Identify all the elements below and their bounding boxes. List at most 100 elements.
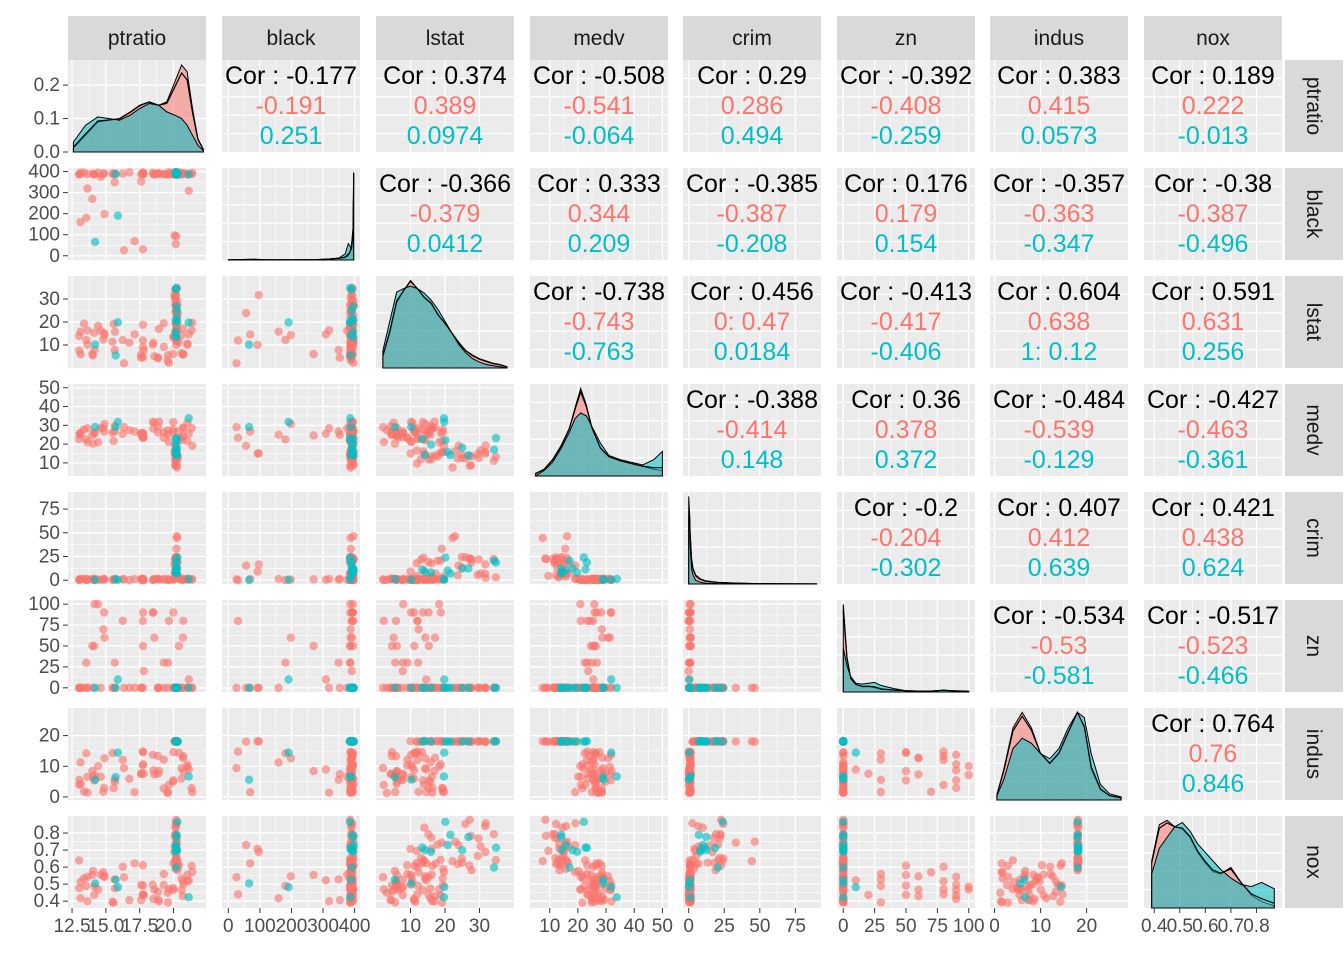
scatter-point bbox=[600, 895, 609, 905]
scatter-point bbox=[464, 683, 473, 692]
scatter-point bbox=[244, 683, 254, 692]
scatter-point bbox=[433, 556, 442, 565]
scatter-point bbox=[410, 641, 419, 651]
scatter-point bbox=[1056, 882, 1066, 892]
scatter-point bbox=[574, 772, 583, 781]
scatter-point bbox=[851, 882, 860, 892]
column-strip-label: crim bbox=[732, 27, 772, 50]
scatter-point bbox=[718, 683, 727, 692]
scatter-point bbox=[952, 760, 961, 769]
scatter-point bbox=[439, 414, 449, 423]
y-tick-label: 20 bbox=[39, 312, 60, 333]
density-area-group2 bbox=[996, 711, 1122, 801]
scatter-point bbox=[939, 890, 948, 899]
scatter-point bbox=[464, 451, 473, 460]
scatter-point bbox=[731, 683, 740, 692]
scatter-point bbox=[952, 872, 961, 881]
scatter-point bbox=[163, 898, 173, 907]
correlation-group1-label: 0.389 bbox=[414, 92, 477, 120]
scatter-point bbox=[1057, 859, 1066, 868]
correlation-overall-label: Cor : 0.29 bbox=[697, 62, 807, 90]
scatter-point bbox=[349, 332, 358, 342]
correlation-group2-label: 0.494 bbox=[721, 122, 784, 150]
correlation-group1-label: -0.204 bbox=[871, 524, 942, 552]
scatter-point bbox=[588, 641, 598, 651]
scatter-point bbox=[324, 788, 334, 797]
scatter-point bbox=[418, 565, 427, 574]
correlation-overall-label: Cor : -0.388 bbox=[686, 386, 818, 414]
y-tick-label: 400 bbox=[28, 162, 60, 183]
scatter-point bbox=[184, 186, 193, 195]
row-strip bbox=[1285, 816, 1343, 908]
scatter-point bbox=[1046, 862, 1055, 871]
scatter-point bbox=[572, 847, 582, 856]
correlation-group1-label: -0.387 bbox=[1178, 200, 1249, 228]
scatter-point bbox=[284, 675, 293, 684]
scatter-point bbox=[703, 858, 712, 867]
scatter-point bbox=[335, 430, 344, 440]
scatter-point bbox=[544, 846, 553, 856]
scatter-point bbox=[544, 571, 553, 581]
scatter-point bbox=[149, 608, 158, 617]
panel-background bbox=[683, 60, 821, 152]
scatter-point bbox=[75, 884, 84, 893]
scatter-point bbox=[111, 169, 120, 179]
y-tick-label: 0 bbox=[49, 787, 60, 808]
scatter-point bbox=[686, 893, 695, 902]
correlation-overall-label: Cor : -0.427 bbox=[1147, 386, 1279, 414]
panel-ptratio-zn: Cor : -0.392-0.408-0.259 bbox=[837, 60, 975, 152]
column-strip bbox=[837, 16, 975, 60]
scatter-point bbox=[1048, 872, 1057, 881]
scatter-point bbox=[321, 675, 331, 684]
scatter-point bbox=[427, 559, 436, 568]
scatter-point bbox=[421, 419, 430, 429]
panel-background bbox=[990, 276, 1128, 368]
scatter-point bbox=[489, 445, 499, 454]
scatter-point bbox=[491, 683, 501, 692]
correlation-group2-label: 0.209 bbox=[568, 230, 631, 258]
scatter-point bbox=[324, 326, 334, 335]
scatter-point bbox=[876, 875, 886, 884]
scatter-point bbox=[99, 169, 108, 179]
scatter-point bbox=[110, 327, 120, 336]
density-line-overall bbox=[842, 610, 969, 693]
panel-background bbox=[990, 492, 1128, 584]
x-tick-label: 20 bbox=[567, 916, 588, 937]
panel-medv-indus: Cor : -0.484-0.539-0.129 bbox=[990, 384, 1128, 476]
x-tick-label: 0.8 bbox=[1243, 916, 1269, 937]
scatter-point bbox=[153, 574, 163, 583]
scatter-point bbox=[171, 283, 181, 293]
scatter-point bbox=[398, 875, 407, 884]
scatter-point bbox=[440, 882, 449, 892]
correlation-overall-label: Cor : 0.36 bbox=[851, 386, 961, 414]
scatter-point bbox=[1073, 863, 1083, 872]
scatter-point bbox=[599, 683, 608, 692]
correlation-overall-label: Cor : 0.456 bbox=[690, 278, 814, 306]
scatter-point bbox=[901, 861, 911, 870]
scatter-point bbox=[153, 895, 163, 905]
scatter-point bbox=[138, 608, 148, 617]
scatter-point bbox=[137, 353, 146, 362]
scatter-point bbox=[428, 424, 437, 433]
scatter-point bbox=[321, 876, 331, 885]
panel-background bbox=[990, 60, 1128, 152]
scatter-point bbox=[443, 566, 452, 575]
scatter-point bbox=[187, 861, 196, 871]
scatter-point bbox=[171, 863, 181, 872]
scatter-point bbox=[138, 761, 148, 770]
correlation-group2-label: -0.013 bbox=[1178, 122, 1249, 150]
scatter-point bbox=[399, 428, 408, 438]
scatter-point bbox=[253, 567, 262, 576]
scatter-point bbox=[685, 875, 695, 884]
scatter-point bbox=[334, 658, 343, 667]
scatter-point bbox=[168, 883, 178, 893]
scatter-point bbox=[171, 239, 180, 249]
scatter-point bbox=[439, 772, 449, 781]
scatter-point bbox=[100, 754, 109, 763]
scatter-point bbox=[90, 422, 100, 432]
correlation-group2-label: 0.251 bbox=[260, 122, 323, 150]
row-strip-label: medv bbox=[1302, 404, 1325, 456]
scatter-point bbox=[83, 897, 92, 906]
